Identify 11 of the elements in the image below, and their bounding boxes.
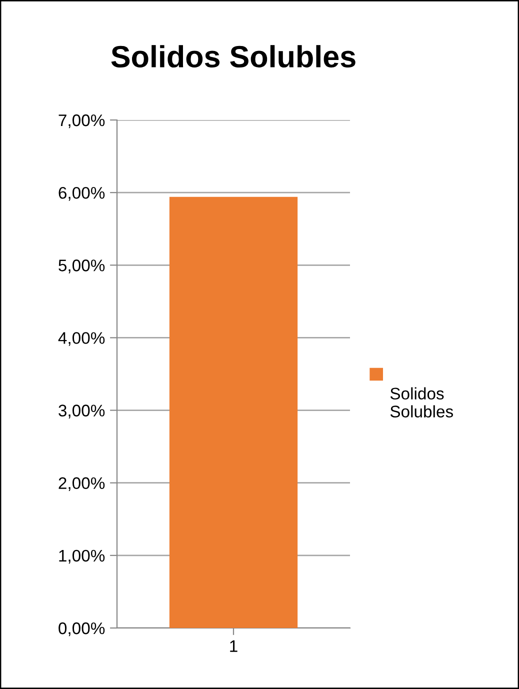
y-tick-label: 4,00% [58, 332, 105, 346]
y-tick-label: 7,00% [58, 114, 105, 128]
legend-label: Solidos Solubles [390, 387, 453, 418]
y-tick-label: 6,00% [58, 186, 105, 201]
y-tick-label: 1,00% [59, 550, 105, 564]
y-tick-label: 3,00% [58, 404, 105, 418]
y-tick-label: 5,00% [58, 260, 105, 274]
y-tick-label: 0,00% [58, 622, 105, 636]
x-tick-label: 1 [230, 640, 238, 652]
chart-title: Solidos Solubles [111, 45, 356, 68]
y-tick-label: 2,00% [58, 477, 105, 492]
